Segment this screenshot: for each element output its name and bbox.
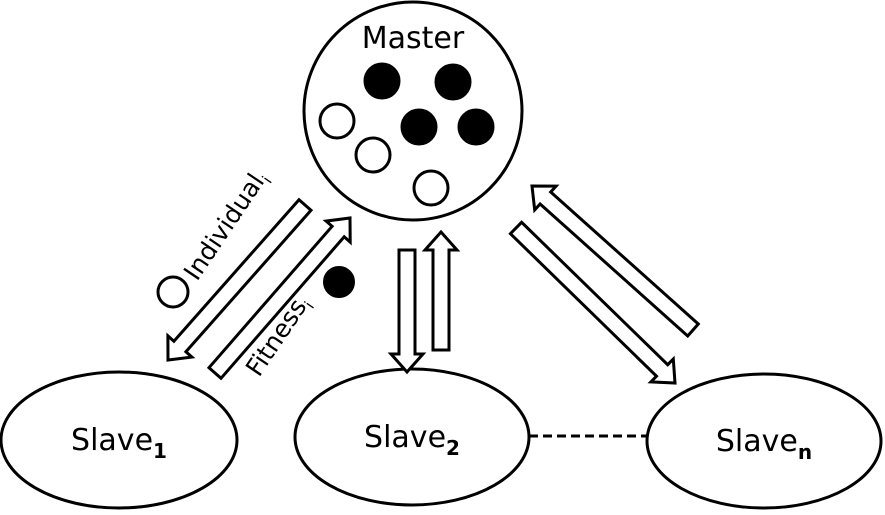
arrow-slave-1-to-master [206, 216, 352, 381]
evaluated-individual-dot [434, 63, 472, 101]
slave-node-n: Slaven [645, 372, 883, 510]
slave-1-label: Slave1 [71, 423, 167, 463]
arrow-slave-2-to-master [421, 229, 461, 352]
individual-flow-label: Individuali [156, 165, 276, 309]
arrow-slave-n-to-master [530, 184, 701, 339]
evaluated-individual-dot [400, 108, 438, 146]
individual-marker [156, 275, 190, 309]
population [318, 62, 495, 207]
arrow-master-to-slave-2 [387, 248, 427, 375]
unevaluated-individual-dot [318, 102, 356, 140]
slave-n-ellipse [645, 372, 883, 510]
arrow-master-to-slave-n [508, 220, 677, 385]
evaluated-individual-dot [457, 108, 495, 146]
unevaluated-individual-dot [354, 136, 392, 174]
slave-n-label: Slaven [716, 424, 812, 464]
slave-node-1: Slave1 [0, 370, 239, 510]
arrows [166, 184, 701, 385]
master-node: Master [302, 0, 524, 222]
slave-1-ellipse [0, 370, 239, 510]
individual-label: Individuali [178, 165, 276, 288]
slave-2-label: Slave2 [364, 420, 460, 460]
fitness-marker [323, 266, 355, 298]
evaluated-individual-dot [363, 62, 401, 100]
arrow-master-to-slave-1 [166, 197, 314, 362]
unevaluated-individual-dot [412, 169, 450, 207]
slave-node-2: Slave2 [293, 367, 531, 507]
master-label: Master [362, 21, 465, 56]
